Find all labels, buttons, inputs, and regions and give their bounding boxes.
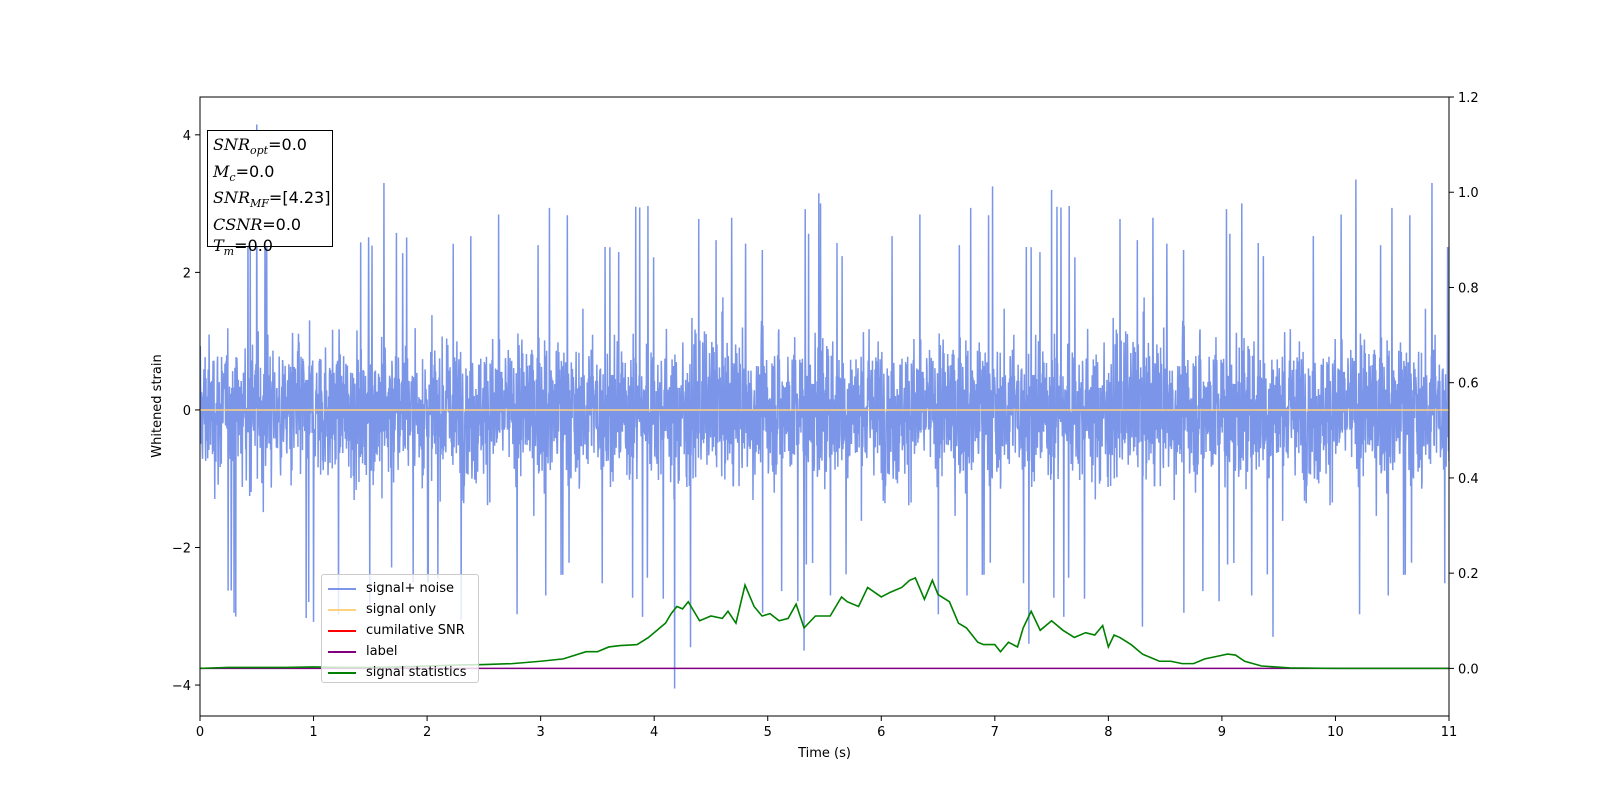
x-tick-label: 5 [764,725,772,740]
series-signal-statistics [200,576,1449,670]
x-tick-label: 10 [1327,725,1344,740]
tm-sub: m [223,244,235,258]
x-tick-label: 9 [1218,725,1226,740]
legend-swatch [328,608,356,611]
y-left-tick-label: 0 [183,404,191,419]
y-left-tick-label: −2 [172,541,191,556]
signal-statistics-line [200,576,1449,670]
x-tick-label: 4 [650,725,658,740]
y-right-tick-label: 0.4 [1458,472,1479,487]
x-tick-label: 6 [877,725,885,740]
legend-item-cumulative-snr: cumilative SNR [328,620,478,641]
x-tick-label: 2 [423,725,431,740]
legend-item-signal-only: signal only [328,599,478,620]
mc-sub: c [229,170,236,184]
mc-value: =0.0 [235,161,275,181]
x-axis-ticks: 0 1 2 3 4 5 6 7 8 9 10 11 [196,716,1457,740]
mc-base: M [213,161,230,181]
legend-item-label: label [328,641,478,662]
tm-base: T [213,235,224,255]
legend-label: cumilative SNR [366,623,465,638]
y-axis-title: Whitened strain [150,354,165,457]
legend-label: signal+ noise [366,581,455,596]
y-right-tick-label: 1.0 [1458,186,1479,201]
annotation-csnr: CSNR=0.0 [213,215,332,236]
annotation-tm: Tm=0.0 [213,236,332,263]
y-left-tick-label: 4 [183,129,191,144]
legend-swatch [328,629,356,632]
legend-item-signal-statistics: signal statistics [328,662,478,683]
snr-mf-base: SNR [213,188,251,208]
csnr-base: CSNR [213,215,263,235]
annotation-snr-opt: SNRopt=0.0 [213,135,332,162]
legend-label: signal only [366,602,437,617]
x-tick-label: 3 [536,725,544,740]
annotation-snr-mf: SNRMF=[4.23] [213,188,332,215]
y-axis-left-ticks: −4 −2 0 2 4 [172,129,200,694]
snr-mf-value: =[4.23] [268,188,331,208]
series-signal-plus-noise [200,124,1449,689]
x-tick-label: 11 [1441,725,1458,740]
legend-swatch [328,650,356,653]
y-right-tick-label: 0.2 [1458,567,1479,582]
legend-label: label [366,644,398,659]
x-axis-title: Time (s) [797,746,851,761]
x-tick-label: 7 [991,725,999,740]
snr-opt-sub: opt [250,144,269,158]
y-right-tick-label: 0.8 [1458,281,1479,296]
signal-plus-noise-line [200,124,1449,689]
y-right-tick-label: 0.6 [1458,377,1479,392]
y-axis-right-ticks: 0.0 0.2 0.4 0.6 0.8 1.0 1.2 [1449,91,1479,677]
tm-value: =0.0 [234,235,273,255]
legend: signal+ noise signal only cumilative SNR… [321,574,479,683]
y-left-tick-label: 2 [183,266,191,281]
legend-swatch [328,587,356,590]
annotation-mc: Mc=0.0 [213,162,332,189]
x-tick-label: 0 [196,725,204,740]
legend-label: signal statistics [366,665,467,680]
annotation-box: SNRopt=0.0 Mc=0.0 SNRMF=[4.23] CSNR=0.0 … [207,130,333,258]
csnr-value: =0.0 [262,215,302,235]
y-right-tick-label: 0.0 [1458,662,1479,677]
legend-swatch [328,671,356,674]
snr-mf-sub: MF [250,197,269,211]
x-tick-label: 8 [1104,725,1112,740]
y-right-tick-label: 1.2 [1458,91,1479,106]
x-tick-label: 1 [309,725,317,740]
plot-frame [199,96,1450,717]
y-left-tick-label: −4 [172,679,191,694]
snr-opt-base: SNR [213,135,251,154]
snr-opt-value: =0.0 [268,135,307,154]
legend-item-signal-plus-noise: signal+ noise [328,578,478,599]
